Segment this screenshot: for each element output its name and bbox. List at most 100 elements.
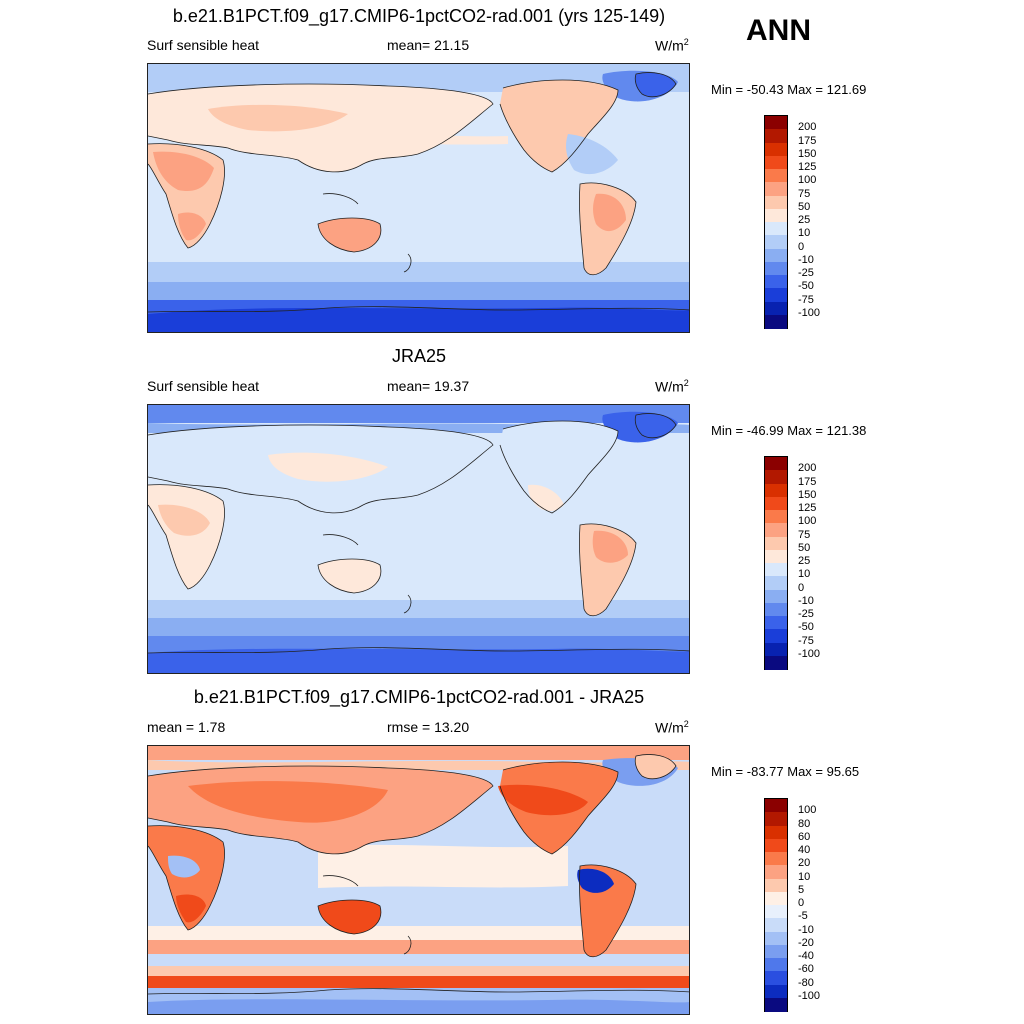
panel-1-mean-label: mean= 21.15 xyxy=(387,37,470,53)
colorbar-tick-label: -25 xyxy=(798,267,814,279)
colorbar-swatch xyxy=(765,616,787,630)
colorbar-tick-label: -60 xyxy=(798,963,814,976)
colorbar-swatch xyxy=(765,314,787,329)
panel-3-units: W/m2 xyxy=(655,719,689,736)
colorbar-tick-label: -100 xyxy=(798,306,821,319)
colorbar-swatch xyxy=(765,812,787,826)
colorbar-tick-label: 40 xyxy=(798,844,811,856)
colorbar-swatch xyxy=(765,275,787,289)
colorbar-swatch xyxy=(765,825,787,840)
panel-2-variable-label: Surf sensible heat xyxy=(147,378,260,394)
panel-3-minmax: Min = -83.77 Max = 95.65 xyxy=(711,764,860,779)
colorbar-tick-label: 60 xyxy=(798,830,811,843)
colorbar-tick-label: -100 xyxy=(798,989,821,1002)
colorbar-tick-label: 20 xyxy=(798,857,811,870)
panel-2-colorbar xyxy=(764,456,788,670)
panel-1-units: W/m2 xyxy=(655,37,689,54)
colorbar-swatch xyxy=(765,248,787,263)
colorbar-tick-label: 0 xyxy=(798,897,805,909)
panel-1-colorbar-boxes xyxy=(765,116,787,329)
colorbar-tick-label: -20 xyxy=(798,936,814,949)
colorbar-tick-label: 80 xyxy=(798,817,811,830)
colorbar-tick-label: -10 xyxy=(798,594,814,607)
colorbar-swatch xyxy=(765,602,787,617)
colorbar-swatch xyxy=(765,261,787,276)
colorbar-swatch xyxy=(765,838,787,853)
colorbar-swatch xyxy=(765,235,787,249)
panel-1-title: b.e21.B1PCT.f09_g17.CMIP6-1pctCO2-rad.00… xyxy=(172,6,666,26)
colorbar-swatch xyxy=(765,799,787,813)
panel-1-variable-label: Surf sensible heat xyxy=(147,37,260,53)
colorbar-tick-label: 0 xyxy=(798,240,805,253)
colorbar-swatch xyxy=(765,208,787,223)
colorbar-swatch xyxy=(765,195,787,210)
panel-3-colorbar-boxes xyxy=(765,799,787,1012)
colorbar-tick-label: -80 xyxy=(798,976,814,989)
colorbar-swatch xyxy=(765,116,787,130)
colorbar-tick-label: -40 xyxy=(798,950,814,962)
colorbar-tick-label: 0 xyxy=(798,581,805,594)
colorbar-tick-label: 125 xyxy=(798,161,817,173)
colorbar-tick-label: 150 xyxy=(798,488,817,501)
colorbar-tick-label: 50 xyxy=(798,541,811,554)
colorbar-swatch xyxy=(765,655,787,670)
season-label: ANN xyxy=(746,14,811,47)
colorbar-swatch xyxy=(765,997,787,1012)
colorbar-swatch xyxy=(765,169,787,183)
colorbar-tick-label: -50 xyxy=(798,621,814,634)
colorbar-tick-label: 150 xyxy=(798,147,817,160)
colorbar-swatch xyxy=(765,629,787,643)
panel-1-minmax: Min = -50.43 Max = 121.69 xyxy=(711,82,867,97)
colorbar-swatch xyxy=(765,496,787,511)
panel-3-rmse-label: rmse = 13.20 xyxy=(387,719,470,735)
colorbar-tick-label: -5 xyxy=(798,910,808,923)
panel-3-colorbar xyxy=(764,798,788,1012)
panel-3-mean-label: mean = 1.78 xyxy=(147,719,226,735)
colorbar-tick-label: 50 xyxy=(798,200,811,213)
colorbar-tick-label: 125 xyxy=(798,502,817,514)
colorbar-swatch xyxy=(765,301,787,316)
panel-1-colorbar xyxy=(764,115,788,329)
colorbar-tick-label: 25 xyxy=(798,214,811,226)
colorbar-swatch xyxy=(765,483,787,498)
colorbar-swatch xyxy=(765,510,787,524)
colorbar-swatch xyxy=(765,905,787,919)
panel-2-mean-label: mean= 19.37 xyxy=(387,378,470,394)
colorbar-swatch xyxy=(765,155,787,170)
panel-2-minmax: Min = -46.99 Max = 121.38 xyxy=(711,423,867,438)
colorbar-swatch xyxy=(765,971,787,985)
colorbar-tick-label: -25 xyxy=(798,608,814,620)
colorbar-swatch xyxy=(765,958,787,972)
panel-2-colorbar-boxes xyxy=(765,457,787,670)
colorbar-tick-label: 200 xyxy=(798,121,817,134)
colorbar-swatch xyxy=(765,470,787,484)
colorbar-swatch xyxy=(765,129,787,143)
colorbar-swatch xyxy=(765,642,787,657)
colorbar-tick-label: 10 xyxy=(798,227,811,240)
colorbar-swatch xyxy=(765,182,787,196)
colorbar-tick-label: 25 xyxy=(798,555,811,567)
colorbar-tick-label: 5 xyxy=(798,883,805,896)
colorbar-swatch xyxy=(765,589,787,604)
colorbar-swatch xyxy=(765,563,787,577)
colorbar-tick-label: -50 xyxy=(798,280,814,293)
colorbar-tick-label: 75 xyxy=(798,528,811,541)
colorbar-tick-label: 175 xyxy=(798,475,817,488)
colorbar-swatch xyxy=(765,288,787,302)
colorbar-tick-label: 100 xyxy=(798,174,817,187)
colorbar-swatch xyxy=(765,222,787,236)
colorbar-tick-label: 100 xyxy=(798,804,817,817)
colorbar-tick-label: 10 xyxy=(798,870,811,883)
panel-3-title: b.e21.B1PCT.f09_g17.CMIP6-1pctCO2-rad.00… xyxy=(193,687,645,707)
colorbar-swatch xyxy=(765,457,787,471)
colorbar-swatch xyxy=(765,142,787,157)
colorbar-tick-label: 10 xyxy=(798,568,811,581)
colorbar-swatch xyxy=(765,549,787,564)
panel-2-title: JRA25 xyxy=(391,346,447,366)
colorbar-tick-label: 75 xyxy=(798,187,811,200)
colorbar-swatch xyxy=(765,576,787,590)
colorbar-swatch xyxy=(765,984,787,999)
colorbar-swatch xyxy=(765,918,787,932)
colorbar-tick-label: 200 xyxy=(798,462,817,475)
colorbar-tick-label: 100 xyxy=(798,515,817,528)
